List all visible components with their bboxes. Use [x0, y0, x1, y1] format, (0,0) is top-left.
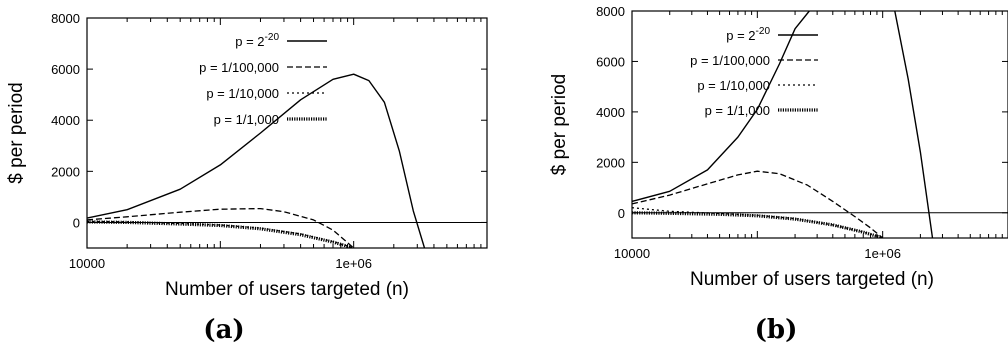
legend-label-text: p = 1/10,000: [206, 86, 279, 101]
legend-label-text: p = 2: [726, 28, 755, 43]
legend-label-text: p = 1/1,000: [705, 103, 770, 118]
x-axis-title: Number of users targeted (n): [690, 269, 934, 290]
y-tick-label: 0: [618, 206, 625, 221]
y-tick-label: 8000: [51, 11, 80, 26]
chart-panel-1: 0 2000 4000 6000 8000 10000 1e+06 Number of use…: [6, 11, 488, 345]
legend-label-text: p = 1/100,000: [199, 60, 279, 75]
legend-label-1: p = 2-20: [726, 26, 770, 43]
x-tick-label: 10000: [69, 256, 105, 271]
series-line-4: [632, 211, 884, 238]
series-line-2: [87, 207, 355, 248]
panel-caption: (b): [755, 315, 798, 345]
y-tick-label: 4000: [596, 105, 625, 120]
legend-label-text: p = 1/10,000: [697, 78, 770, 93]
series-group: [632, 11, 934, 238]
legend-label-4: p = 1/1,000: [705, 103, 770, 118]
y-tick-label: 8000: [596, 4, 625, 19]
x-tick-label: 1e+06: [335, 256, 372, 271]
series-line-3: [632, 207, 883, 238]
y-axis-title: $ per period: [6, 82, 27, 183]
x-tick-label: 1e+06: [864, 246, 901, 261]
legend-label-text: p = 1/100,000: [690, 53, 770, 68]
legend-label-superscript: -20: [756, 26, 771, 37]
legend-label-3: p = 1/10,000: [206, 86, 279, 101]
y-tick-label: 4000: [51, 113, 80, 128]
legend-label-4: p = 1/1,000: [214, 112, 279, 127]
plot-frame: [631, 10, 1008, 239]
legend-label-1: p = 2-20: [235, 32, 279, 49]
x-axis-title: Number of users targeted (n): [165, 279, 409, 300]
y-tick-label: 2000: [51, 164, 80, 179]
series-line-1-seg2: [894, 11, 934, 238]
chart-panel-2: 0 2000 4000 6000 8000 10000 1e+06 Number of use…: [549, 4, 1008, 345]
y-tick-label: 6000: [51, 62, 80, 77]
legend-label-2: p = 1/100,000: [690, 53, 770, 68]
x-tick-label: 10000: [614, 246, 650, 261]
legend-label-3: p = 1/10,000: [697, 78, 770, 93]
y-tick-label: 0: [73, 215, 80, 230]
y-axis-title: $ per period: [549, 74, 570, 175]
legend-label-2: p = 1/100,000: [199, 60, 279, 75]
y-tick-label: 2000: [596, 155, 625, 170]
panel-caption: (a): [203, 315, 244, 345]
series-line-3: [87, 220, 354, 248]
legend-label-text: p = 2: [235, 34, 264, 49]
series-line-1: [87, 73, 426, 248]
plot-frame: [86, 17, 488, 249]
legend-label-text: p = 1/1,000: [214, 112, 279, 127]
series-line-2: [632, 170, 884, 238]
series-group: [87, 73, 426, 248]
series-line-4: [87, 220, 355, 248]
y-tick-label: 6000: [596, 54, 625, 69]
legend-label-superscript: -20: [265, 32, 280, 43]
